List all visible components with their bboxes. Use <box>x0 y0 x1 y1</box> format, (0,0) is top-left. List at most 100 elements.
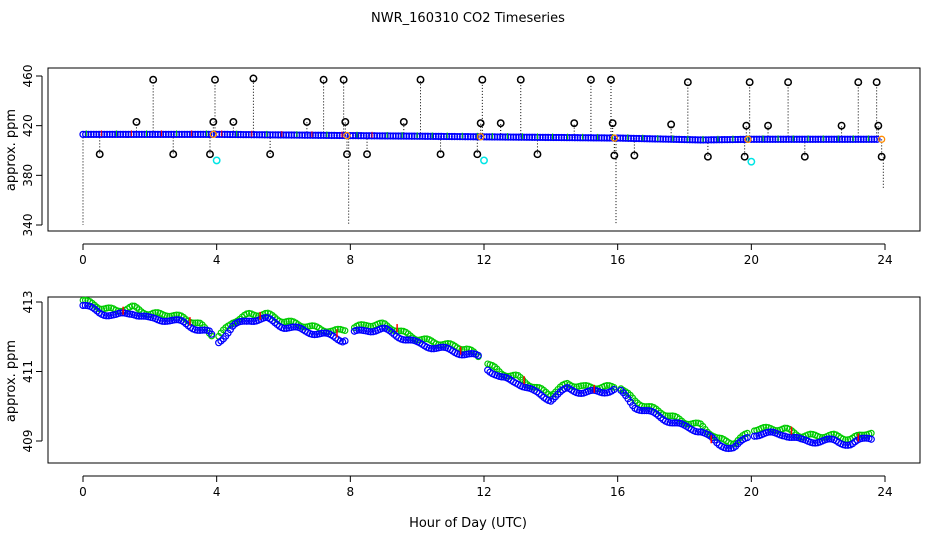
top-baseline-point <box>108 130 117 139</box>
bottom-blue-point <box>764 428 772 436</box>
top-outlier-point <box>742 121 751 130</box>
top-baseline-point <box>437 132 445 141</box>
top-baseline-point <box>571 134 579 142</box>
top-baseline-point <box>274 131 282 139</box>
bottom-blue-point <box>404 336 412 344</box>
top-baseline-point <box>587 134 595 142</box>
bottom-green-point <box>285 317 293 325</box>
top-baseline-point <box>464 133 472 141</box>
bottom-blue-point <box>790 433 798 441</box>
top-baseline-point <box>231 130 240 139</box>
top-baseline-point <box>544 133 552 142</box>
top-baseline-point <box>862 135 870 143</box>
top-outlier-point <box>211 75 219 84</box>
top-baseline-point <box>814 135 822 143</box>
top-y-tick-label: 340 <box>21 214 35 237</box>
bottom-blue-point <box>474 351 482 360</box>
top-baseline-point <box>226 130 234 139</box>
bottom-blue-point <box>860 434 868 442</box>
top-panel: 0 4 8 12 16 20 24 340 380 420 460 approx. ppm <box>4 65 921 267</box>
top-baseline-point <box>148 130 157 139</box>
top-outlier-point <box>473 150 482 159</box>
top-baseline-point <box>384 132 392 140</box>
top-axes: 0 4 8 12 16 20 24 340 380 420 460 <box>21 65 893 267</box>
top-outlier-point <box>169 150 178 159</box>
top-baseline-point <box>584 134 592 142</box>
top-baseline-point <box>354 132 363 140</box>
bottom-blue-point <box>261 313 270 322</box>
top-baseline-point <box>859 135 868 143</box>
top-baseline-point <box>851 135 860 143</box>
bottom-blue-point <box>399 336 408 344</box>
top-baseline-point <box>255 131 264 139</box>
bottom-blue-point <box>668 419 677 427</box>
top-baseline-point <box>739 135 747 144</box>
bottom-blue-point <box>238 317 246 325</box>
bottom-blue-point <box>135 312 143 320</box>
top-baseline-point <box>643 135 651 143</box>
top-data-layer <box>79 74 886 225</box>
top-baseline-point <box>565 133 574 142</box>
top-baseline-point <box>688 136 697 144</box>
bottom-green-point <box>603 382 611 389</box>
top-cyan-point <box>212 156 221 165</box>
bottom-data-layer <box>79 296 875 453</box>
top-baseline-point <box>140 130 149 139</box>
top-x-tick-label: 8 <box>347 253 355 267</box>
top-boundary-point <box>610 134 618 142</box>
top-baseline-point <box>277 131 285 139</box>
top-outlier-point <box>800 152 809 161</box>
bottom-green-point <box>807 430 814 438</box>
top-baseline-point <box>614 134 622 142</box>
top-baseline-point <box>517 133 526 141</box>
bottom-blue-point <box>643 406 651 415</box>
top-baseline-point <box>159 130 167 139</box>
bottom-blue-point <box>458 351 466 359</box>
top-baseline-point <box>164 130 173 139</box>
top-outlier-point <box>319 75 328 84</box>
top-baseline-point <box>624 134 633 142</box>
top-baseline-point <box>445 132 453 141</box>
bottom-green-point <box>580 382 587 389</box>
bottom-blue-point <box>694 428 702 436</box>
top-outlier-point <box>341 117 350 126</box>
bottom-blue-point <box>208 330 216 338</box>
top-baseline-point <box>376 132 384 140</box>
bottom-blue-point <box>355 326 363 334</box>
top-baseline-point <box>787 135 796 143</box>
top-outlier-point <box>607 75 615 84</box>
top-baseline-point <box>135 130 143 139</box>
top-baseline-point <box>648 135 657 143</box>
top-boundary-point <box>343 131 351 140</box>
top-baseline-point <box>603 134 611 142</box>
top-x-tick-label: 16 <box>610 253 625 267</box>
bottom-green-point <box>341 327 349 335</box>
top-baseline-point <box>183 130 191 139</box>
top-baseline-point <box>667 135 675 143</box>
top-baseline-point <box>352 131 360 140</box>
top-baseline-point <box>638 134 646 143</box>
top-baseline-point <box>357 132 365 140</box>
top-y-tick-label: 380 <box>21 164 35 187</box>
top-baseline-point <box>327 131 336 140</box>
top-baseline-point <box>595 134 603 142</box>
bottom-green-point <box>666 412 674 420</box>
bottom-blue-point <box>245 317 253 325</box>
bottom-y-tick-label: 413 <box>21 291 35 314</box>
top-baseline-point <box>523 133 531 141</box>
bottom-blue-point <box>289 323 298 331</box>
top-baseline-point <box>555 133 563 142</box>
top-baseline-point <box>456 132 464 141</box>
top-baseline-point <box>782 135 790 143</box>
top-baseline-point <box>547 133 555 142</box>
bottom-blue-point <box>640 407 649 415</box>
top-baseline-point <box>873 135 881 143</box>
top-outlier-point <box>608 119 617 128</box>
top-baseline-point <box>552 133 560 142</box>
top-baseline-point <box>84 130 92 139</box>
top-baseline-point <box>106 130 114 139</box>
bottom-blue-point <box>240 317 249 325</box>
top-baseline-point <box>549 133 558 142</box>
top-baseline-point <box>857 135 865 143</box>
